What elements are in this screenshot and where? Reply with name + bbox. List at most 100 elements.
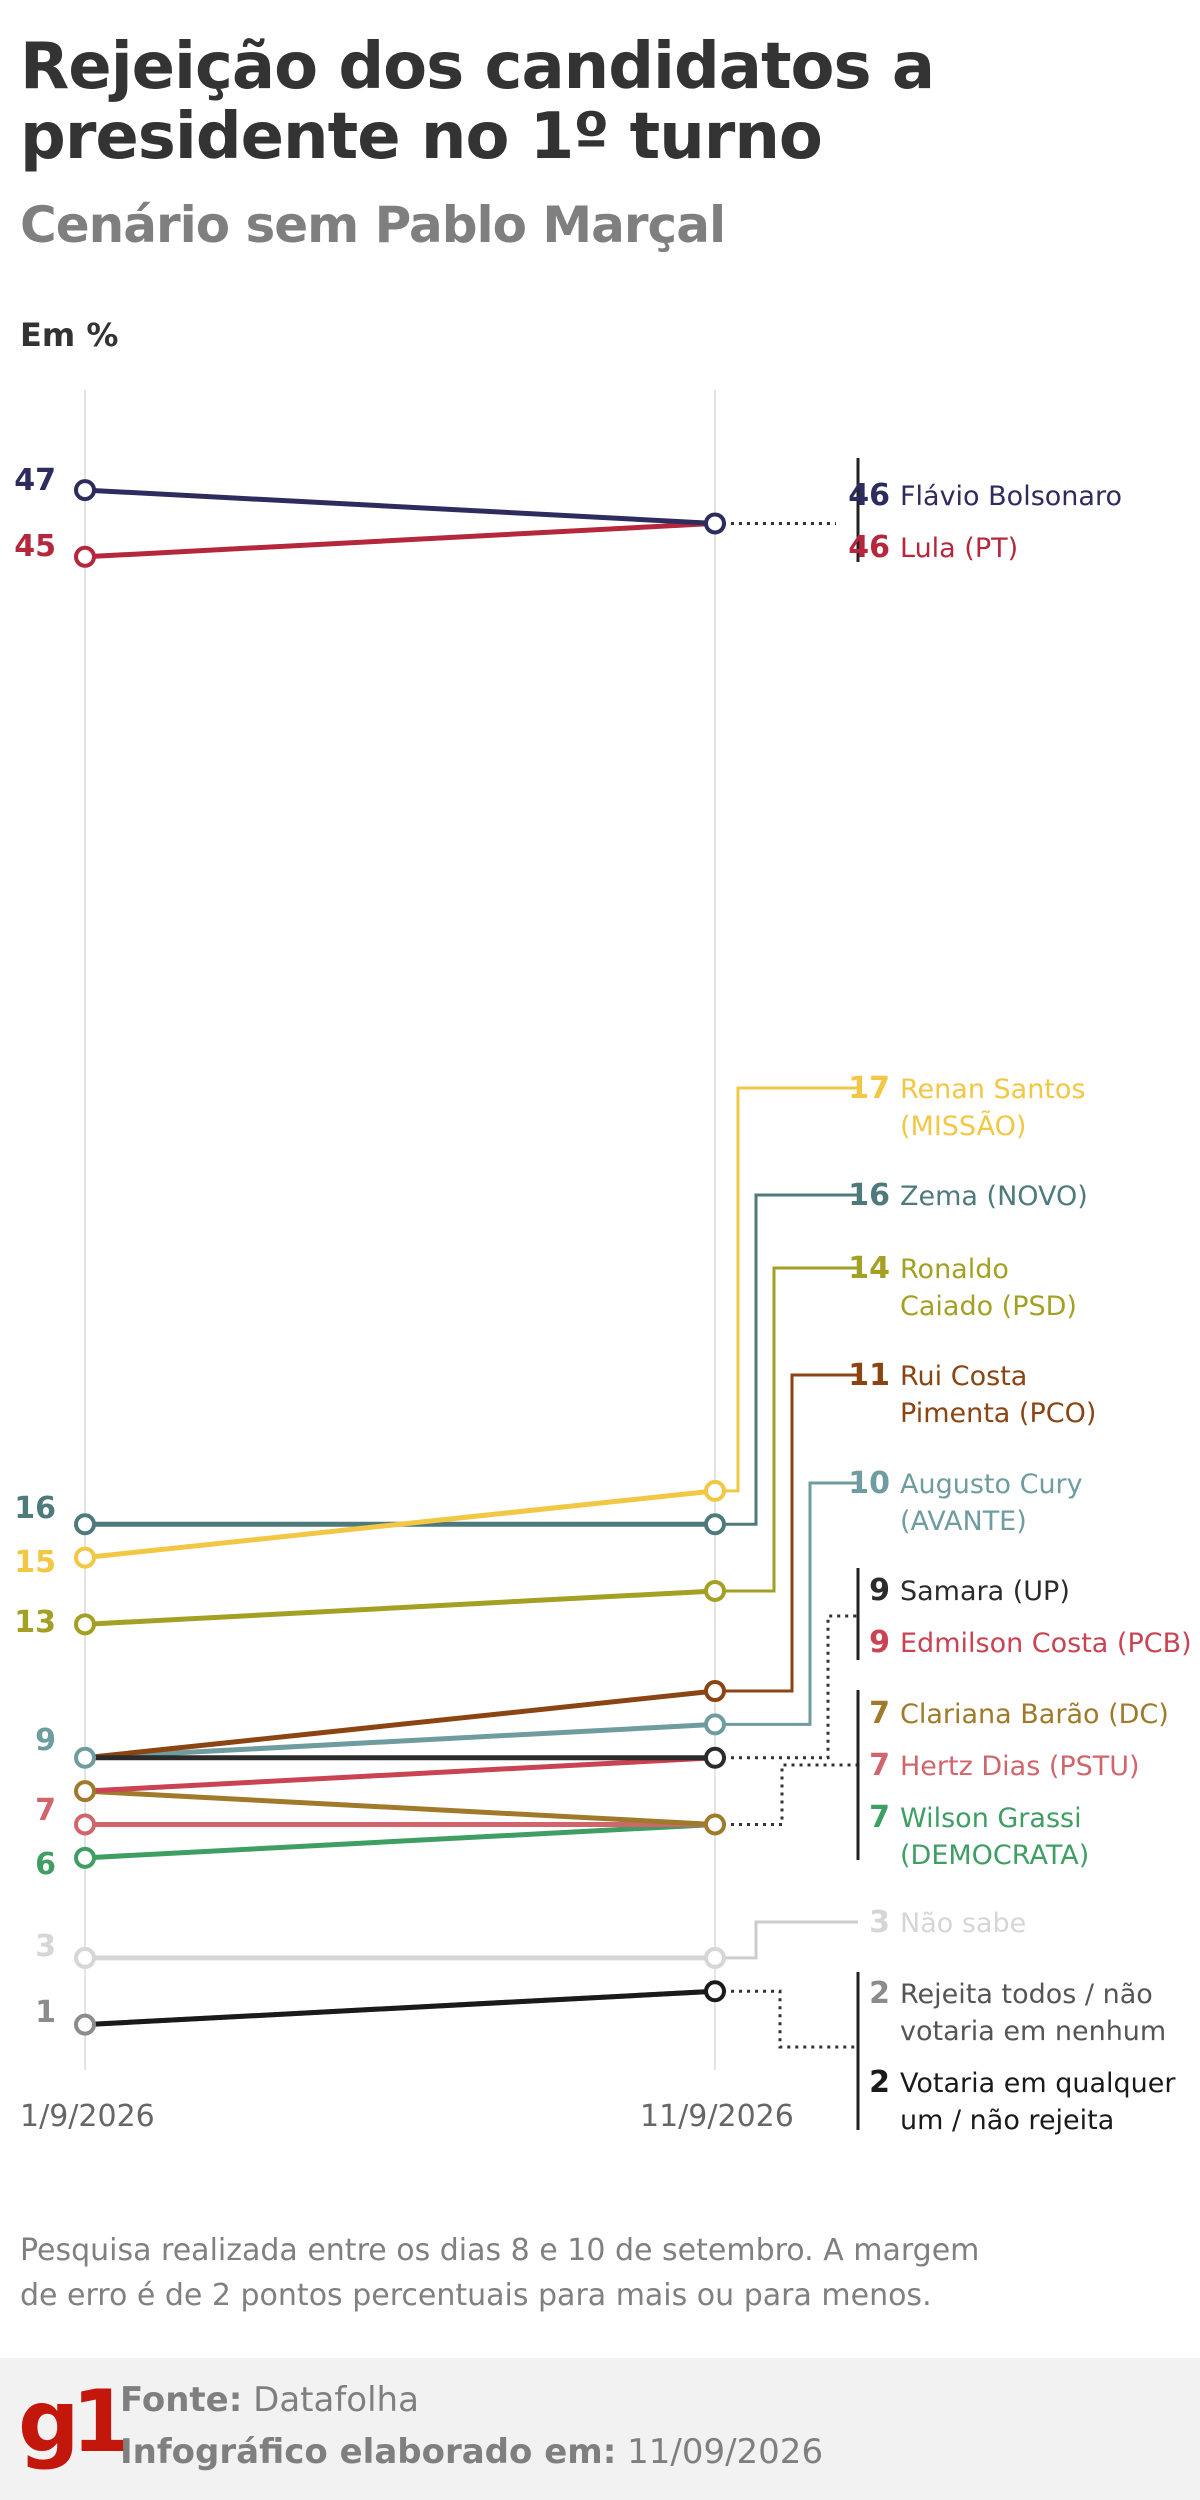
series-name-label: Rejeita todos / não bbox=[900, 1979, 1153, 2010]
source-line: Fonte: Datafolha bbox=[120, 2380, 419, 2420]
start-value-label: 13 bbox=[14, 1605, 56, 1640]
start-marker bbox=[74, 1846, 96, 1869]
series-line bbox=[82, 1588, 718, 1627]
end-value-label: 11 bbox=[848, 1358, 890, 1393]
series-line bbox=[82, 1721, 718, 1761]
series-name-label: Renan Santos bbox=[900, 1074, 1085, 1105]
end-value-label: 16 bbox=[848, 1178, 890, 1213]
start-marker bbox=[74, 1746, 96, 1769]
made-label: Infográfico elaborado em: bbox=[120, 2432, 617, 2472]
end-marker bbox=[704, 1680, 726, 1703]
start-value-label: 45 bbox=[14, 529, 56, 564]
series-name-label: Zema (NOVO) bbox=[900, 1181, 1088, 1212]
leader-line bbox=[715, 1266, 858, 1593]
start-marker bbox=[74, 1780, 96, 1803]
start-marker bbox=[74, 2013, 96, 2036]
start-marker bbox=[74, 1946, 96, 1969]
start-value-label: 47 bbox=[14, 463, 56, 498]
leader-line bbox=[715, 1193, 858, 1526]
series-line bbox=[82, 1688, 718, 1761]
x-tick-label: 1/9/2026 bbox=[20, 2099, 155, 2134]
end-marker bbox=[704, 1479, 726, 1502]
source-value: Datafolha bbox=[253, 2380, 419, 2420]
series-name-label: Rui Costa bbox=[900, 1361, 1027, 1392]
start-value-label: 16 bbox=[14, 1491, 56, 1526]
end-value-label: 10 bbox=[848, 1466, 890, 1501]
end-value-label: 7 bbox=[869, 1696, 890, 1731]
end-marker bbox=[704, 1746, 726, 1769]
chart-title: Rejeição dos candidatos a presidente no … bbox=[20, 30, 935, 174]
end-value-label: 46 bbox=[848, 530, 890, 565]
end-value-label: 46 bbox=[848, 478, 890, 513]
end-value-label: 2 bbox=[869, 1976, 890, 2011]
leader-line bbox=[715, 1373, 858, 1693]
leader-line bbox=[715, 1086, 858, 1493]
start-value-label: 15 bbox=[14, 1545, 56, 1580]
start-marker bbox=[74, 1613, 96, 1636]
end-marker bbox=[704, 1980, 726, 2003]
start-marker bbox=[74, 545, 96, 568]
series-line bbox=[82, 1488, 718, 1561]
start-value-label: 9 bbox=[35, 1723, 56, 1758]
end-value-label: 9 bbox=[869, 1625, 890, 1660]
end-value-label: 17 bbox=[848, 1071, 890, 1106]
start-value-label: 7 bbox=[35, 1793, 56, 1828]
series-name-label: Augusto Cury bbox=[900, 1469, 1083, 1500]
end-marker bbox=[704, 1579, 726, 1602]
series-name-label: Edmilson Costa (PCB) bbox=[900, 1628, 1192, 1659]
series-name-label: (DEMOCRATA) bbox=[900, 1840, 1089, 1871]
dotted-connector bbox=[715, 1763, 858, 1826]
end-marker bbox=[704, 1813, 726, 1836]
made-date: 11/09/2026 bbox=[627, 2432, 824, 2472]
unit-label: Em % bbox=[20, 316, 119, 354]
start-marker bbox=[74, 1513, 96, 1536]
series-name-label: (MISSÃO) bbox=[900, 1110, 1026, 1142]
made-line: Infográfico elaborado em: 11/09/2026 bbox=[120, 2432, 823, 2472]
series-name-label: votaria em nenhum bbox=[900, 2016, 1166, 2047]
series-name-label: Samara (UP) bbox=[900, 1576, 1070, 1607]
start-marker bbox=[74, 479, 96, 502]
series-name-label: Ronaldo bbox=[900, 1254, 1009, 1285]
series-name-label: um / não rejeita bbox=[900, 2105, 1114, 2136]
series-line bbox=[82, 1755, 718, 1794]
chart-subtitle: Cenário sem Pablo Marçal bbox=[20, 196, 726, 254]
series-line bbox=[82, 1788, 718, 1827]
start-value-label: 6 bbox=[35, 1847, 56, 1882]
series-line bbox=[82, 1821, 718, 1861]
g1-logo: g1 bbox=[18, 2372, 131, 2472]
series-name-label: Lula (PT) bbox=[900, 533, 1018, 564]
end-value-label: 9 bbox=[869, 1573, 890, 1608]
series-name-label: Caiado (PSD) bbox=[900, 1291, 1077, 1322]
end-value-label: 7 bbox=[869, 1748, 890, 1783]
x-tick-label: 11/9/2026 bbox=[640, 2099, 794, 2134]
series-name-label: Hertz Dias (PSTU) bbox=[900, 1751, 1140, 1782]
series-name-label: Votaria em qualquer bbox=[900, 2068, 1176, 2099]
series-name-label: Flávio Bolsonaro bbox=[900, 481, 1122, 512]
end-value-label: 3 bbox=[869, 1905, 890, 1940]
start-value-label: 1 bbox=[35, 1995, 56, 2030]
series-name-label: Não sabe bbox=[900, 1908, 1026, 1939]
leader-line bbox=[715, 1920, 858, 1960]
start-marker bbox=[74, 1546, 96, 1569]
series-name-label: (AVANTE) bbox=[900, 1506, 1027, 1537]
end-marker bbox=[704, 512, 726, 535]
series-line bbox=[82, 487, 718, 526]
end-marker bbox=[704, 1713, 726, 1736]
survey-note: Pesquisa realizada entre os dias 8 e 10 … bbox=[20, 2233, 980, 2313]
leader-line bbox=[715, 1481, 858, 1726]
footer: g1 Fonte: Datafolha Infográfico elaborad… bbox=[0, 2358, 1200, 2500]
series-name-label: Clariana Barão (DC) bbox=[900, 1699, 1169, 1730]
series-name-label: Pimenta (PCO) bbox=[900, 1398, 1096, 1429]
dotted-connector bbox=[715, 1614, 858, 1760]
end-marker bbox=[704, 1513, 726, 1536]
start-value-label: 3 bbox=[35, 1929, 56, 1964]
line-chart: 1/9/2026 11/9/2026 47 45 15 16 13 9 7 6 3 1 46 Flávio… bbox=[14, 390, 1192, 2136]
series-line bbox=[82, 1988, 718, 2028]
end-value-label: 14 bbox=[848, 1251, 890, 1286]
dotted-connector bbox=[715, 1989, 858, 2049]
end-marker bbox=[704, 1946, 726, 1969]
series-name-label: Wilson Grassi bbox=[900, 1803, 1082, 1834]
start-marker bbox=[74, 1813, 96, 1836]
source-label: Fonte: bbox=[120, 2380, 243, 2420]
series-line bbox=[82, 520, 718, 560]
